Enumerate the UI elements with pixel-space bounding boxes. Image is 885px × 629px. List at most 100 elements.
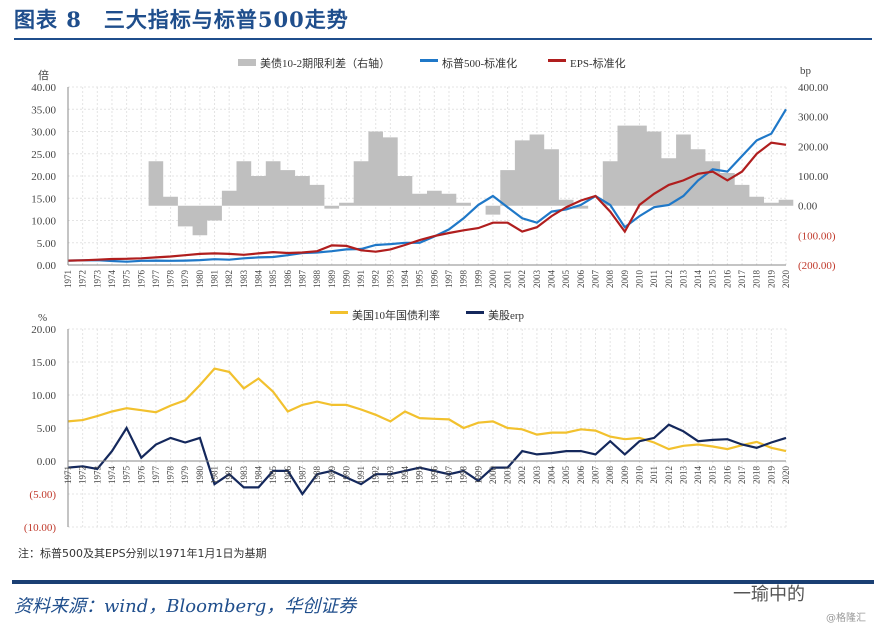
legend-swatch <box>238 59 256 66</box>
sp500-line <box>67 108 787 263</box>
x-tick-label: 1990 <box>341 466 351 485</box>
x-tick-label: 2005 <box>561 270 571 289</box>
x-tick-label: 1971 <box>63 466 73 484</box>
x-tick-label: 2004 <box>547 270 557 289</box>
watermark: 一瑜中的 <box>733 584 805 605</box>
legend-label: 美股erp <box>488 309 525 322</box>
x-tick-label: 1998 <box>459 466 469 485</box>
x-tick-label: 1981 <box>210 270 220 288</box>
x-tick-label: 1982 <box>224 466 234 484</box>
x-tick-label: 2019 <box>766 466 776 485</box>
legend-swatch <box>330 311 348 314</box>
x-tick-label: 1987 <box>297 466 307 485</box>
figure-title: 图表 8 三大指标与标普500走势 <box>14 7 349 32</box>
y-tick-label-right: 0.00 <box>798 201 818 213</box>
x-tick-label: 1982 <box>224 270 234 288</box>
legend-label: 美国10年国债利率 <box>352 308 440 322</box>
y-tick-label-left: 10.00 <box>31 216 56 228</box>
x-tick-label: 1992 <box>371 466 381 484</box>
legend-swatch <box>548 59 566 62</box>
x-tick-label: 2017 <box>737 270 747 289</box>
eps-line <box>67 141 787 262</box>
x-tick-label: 2017 <box>737 466 747 485</box>
x-tick-label: 1999 <box>473 466 483 485</box>
x-tick-label: 2006 <box>576 466 586 485</box>
x-tick-label: 2007 <box>591 466 601 485</box>
x-tick-label: 1989 <box>327 270 337 289</box>
x-tick-label: 1975 <box>122 270 132 289</box>
x-tick-label: 2001 <box>503 270 513 288</box>
x-tick-label: 1988 <box>312 270 322 289</box>
x-tick-label: 2012 <box>664 466 674 484</box>
x-tick-label: 2002 <box>517 270 527 288</box>
y-tick-label-left: 0.00 <box>37 456 57 468</box>
x-tick-label: 1994 <box>400 466 410 485</box>
x-tick-label: 1991 <box>356 466 366 484</box>
y-tick-label-left: 20.00 <box>31 324 56 336</box>
y-tick-label-left: (5.00) <box>29 489 56 501</box>
x-tick-label: 2004 <box>547 466 557 485</box>
x-tick-label: 1980 <box>195 270 205 289</box>
x-tick-label: 2006 <box>576 270 586 289</box>
x-tick-label: 1972 <box>78 466 88 484</box>
x-tick-label: 1993 <box>385 270 395 289</box>
x-tick-label: 2015 <box>708 466 718 485</box>
x-tick-label: 1997 <box>444 466 454 485</box>
x-tick-label: 2013 <box>678 270 688 289</box>
x-tick-label: 2009 <box>620 466 630 485</box>
x-tick-label: 2012 <box>664 270 674 288</box>
yield-line <box>67 367 787 453</box>
x-tick-label: 1987 <box>297 270 307 289</box>
y-tick-label-left: 10.00 <box>31 390 56 402</box>
x-tick-label: 1989 <box>327 466 337 485</box>
y-tick-label-right: 400.00 <box>798 82 829 94</box>
y-tick-label-left: 20.00 <box>31 171 56 183</box>
legend-swatch <box>466 311 484 314</box>
x-tick-label: 2007 <box>591 270 601 289</box>
x-tick-label: 1973 <box>92 466 102 485</box>
y-tick-label-left: 5.00 <box>37 423 57 435</box>
watermark-handle: @格隆汇 <box>826 613 866 624</box>
x-tick-label: 1971 <box>63 270 73 288</box>
x-tick-label: 1983 <box>239 466 249 485</box>
x-tick-label: 1986 <box>283 466 293 485</box>
x-tick-label: 2018 <box>752 466 762 485</box>
x-tick-label: 1996 <box>429 270 439 289</box>
y-tick-label-left: 15.00 <box>31 357 56 369</box>
x-tick-label: 2000 <box>488 466 498 485</box>
x-tick-label: 2000 <box>488 270 498 289</box>
x-tick-label: 1986 <box>283 270 293 289</box>
x-tick-label: 2001 <box>503 466 513 484</box>
y-tick-label-left: 5.00 <box>37 238 57 250</box>
x-tick-label: 1979 <box>180 270 190 289</box>
chart-note: 注：标普500及其EPS分别以1971年1月1日为基期 <box>18 547 267 560</box>
x-tick-label: 1985 <box>268 466 278 485</box>
y-tick-label-left: (10.00) <box>24 522 56 534</box>
legend-label: 美债10-2期限利差（右轴） <box>260 56 390 70</box>
x-tick-label: 1992 <box>371 270 381 288</box>
x-tick-label: 2002 <box>517 466 527 484</box>
y-tick-label-right: 100.00 <box>798 171 829 183</box>
x-tick-label: 1979 <box>180 466 190 485</box>
x-tick-label: 2003 <box>532 466 542 485</box>
x-tick-label: 1981 <box>210 466 220 484</box>
y-tick-label-left: 25.00 <box>31 149 56 161</box>
y-tick-label-left: 15.00 <box>31 193 56 205</box>
x-tick-label: 2011 <box>649 270 659 288</box>
y-axis-unit-right: bp <box>800 65 812 77</box>
y-tick-label-right: (100.00) <box>798 230 836 242</box>
x-tick-label: 1997 <box>444 270 454 289</box>
source-text: 资料来源：wind，Bloomberg，华创证券 <box>14 596 357 617</box>
x-tick-label: 2020 <box>781 270 791 289</box>
x-tick-label: 2013 <box>678 466 688 485</box>
x-tick-label: 1978 <box>166 466 176 485</box>
x-tick-label: 1980 <box>195 466 205 485</box>
x-tick-label: 1976 <box>136 466 146 485</box>
spread-area <box>148 125 794 236</box>
x-tick-label: 2010 <box>634 466 644 485</box>
x-tick-label: 2008 <box>605 466 615 485</box>
x-tick-label: 1998 <box>459 270 469 289</box>
x-tick-label: 1983 <box>239 270 249 289</box>
